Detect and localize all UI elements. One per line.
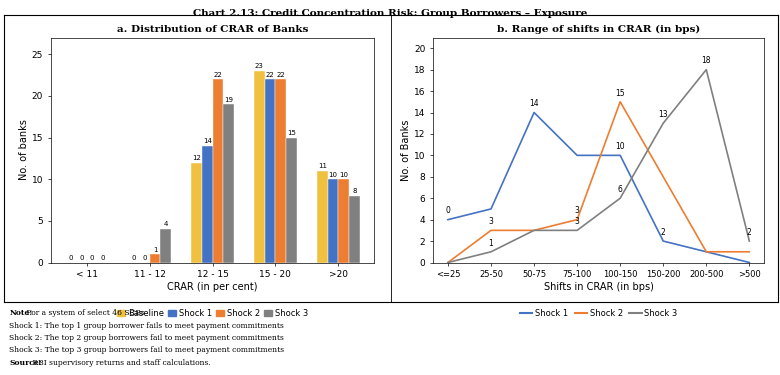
Shock 3 [443,260,452,265]
X-axis label: Shifts in CRAR (in bps): Shifts in CRAR (in bps) [544,282,654,292]
Shock 1 [443,217,452,222]
Shock 2 [443,260,452,265]
Text: 10: 10 [339,171,348,177]
Text: Source:: Source: [9,359,42,367]
Text: 22: 22 [266,72,275,78]
Shock 2 [701,249,711,254]
Text: Shock 2: The top 2 group borrowers fail to meet payment commitments: Shock 2: The top 2 group borrowers fail … [9,334,284,342]
Bar [254,71,264,262]
Shock 3 [615,196,625,201]
Text: 1: 1 [153,246,158,252]
Text: Chart 2.13: Credit Concentration Risk: Group Borrowers – Exposure: Chart 2.13: Credit Concentration Risk: G… [193,9,587,18]
Text: 0: 0 [80,255,83,261]
Shock 2 [658,174,668,179]
Text: 15: 15 [287,130,296,136]
Text: For a system of select 46 SCBs: For a system of select 46 SCBs [24,309,145,317]
Shock 1 [745,260,754,265]
Shock 1 [487,207,496,211]
Text: 0: 0 [69,255,73,261]
Text: 10: 10 [615,142,625,151]
Shock 3 [487,249,496,254]
Text: 0: 0 [90,255,94,261]
Shock 2 [573,217,582,222]
Line: Shock 3: Shock 3 [448,70,750,262]
Bar [317,171,328,262]
Bar [212,79,223,262]
Bar [223,104,234,262]
Text: Note:: Note: [9,309,33,317]
Shock 1 [658,239,668,243]
Line: Shock 2: Shock 2 [448,102,750,262]
Text: 0: 0 [445,206,450,215]
Text: 0: 0 [131,255,136,261]
Text: 6: 6 [618,185,622,194]
Text: 8: 8 [352,188,356,194]
Text: 18: 18 [701,56,711,65]
Text: 15: 15 [615,88,625,98]
Shock 3 [573,228,582,232]
Shock 2 [745,249,754,254]
Legend: Shock 1, Shock 2, Shock 3: Shock 1, Shock 2, Shock 3 [516,306,681,321]
Text: Shock 1: The top 1 group borrower fails to meet payment commitments: Shock 1: The top 1 group borrower fails … [9,322,284,330]
Text: 0: 0 [142,255,147,261]
Bar [202,146,212,262]
Shock 3 [530,228,539,232]
Text: 11: 11 [317,163,327,169]
Title: b. Range of shifts in CRAR (in bps): b. Range of shifts in CRAR (in bps) [497,25,700,34]
Text: 3: 3 [575,206,580,215]
Text: 2: 2 [661,228,665,237]
Shock 2 [530,228,539,232]
Bar [275,79,286,262]
Shock 3 [658,121,668,126]
Text: Shock 3: The top 3 group borrowers fail to meet payment commitments: Shock 3: The top 3 group borrowers fail … [9,346,285,354]
Text: 22: 22 [276,72,285,78]
Shock 1 [573,153,582,158]
Bar [349,196,360,262]
Text: 19: 19 [224,96,233,102]
Line: Shock 1: Shock 1 [448,112,750,262]
Shock 2 [487,228,496,232]
Text: 14: 14 [530,99,539,108]
Text: 23: 23 [255,63,264,69]
Title: a. Distribution of CRAR of Banks: a. Distribution of CRAR of Banks [117,25,308,34]
Shock 1 [701,249,711,254]
X-axis label: CRAR (in per cent): CRAR (in per cent) [167,282,258,292]
Text: 13: 13 [658,110,668,119]
Text: 0: 0 [101,255,105,261]
Bar [150,254,161,262]
Text: 22: 22 [214,72,222,78]
Shock 1 [615,153,625,158]
Text: 12: 12 [192,155,201,161]
Shock 3 [745,239,754,243]
Bar [161,229,171,262]
Text: 1: 1 [488,238,494,248]
Bar [328,179,339,262]
Text: 3: 3 [488,217,494,226]
Legend: Baseline, Shock 1, Shock 2, Shock 3: Baseline, Shock 1, Shock 2, Shock 3 [114,306,311,321]
Shock 2 [615,99,625,104]
Shock 3 [701,68,711,72]
Text: 2: 2 [747,228,752,237]
Shock 1 [530,110,539,115]
Text: 3: 3 [575,217,580,226]
Text: 14: 14 [203,138,211,144]
Text: RBI supervisory returns and staff calculations.: RBI supervisory returns and staff calcul… [30,359,211,367]
Bar [191,162,202,262]
Y-axis label: No. of Banks: No. of Banks [401,119,411,181]
Y-axis label: No. of banks: No. of banks [19,120,29,180]
Text: 10: 10 [328,171,338,177]
Text: 4: 4 [164,222,168,228]
Bar [339,179,349,262]
Bar [264,79,275,262]
Bar [286,138,297,262]
